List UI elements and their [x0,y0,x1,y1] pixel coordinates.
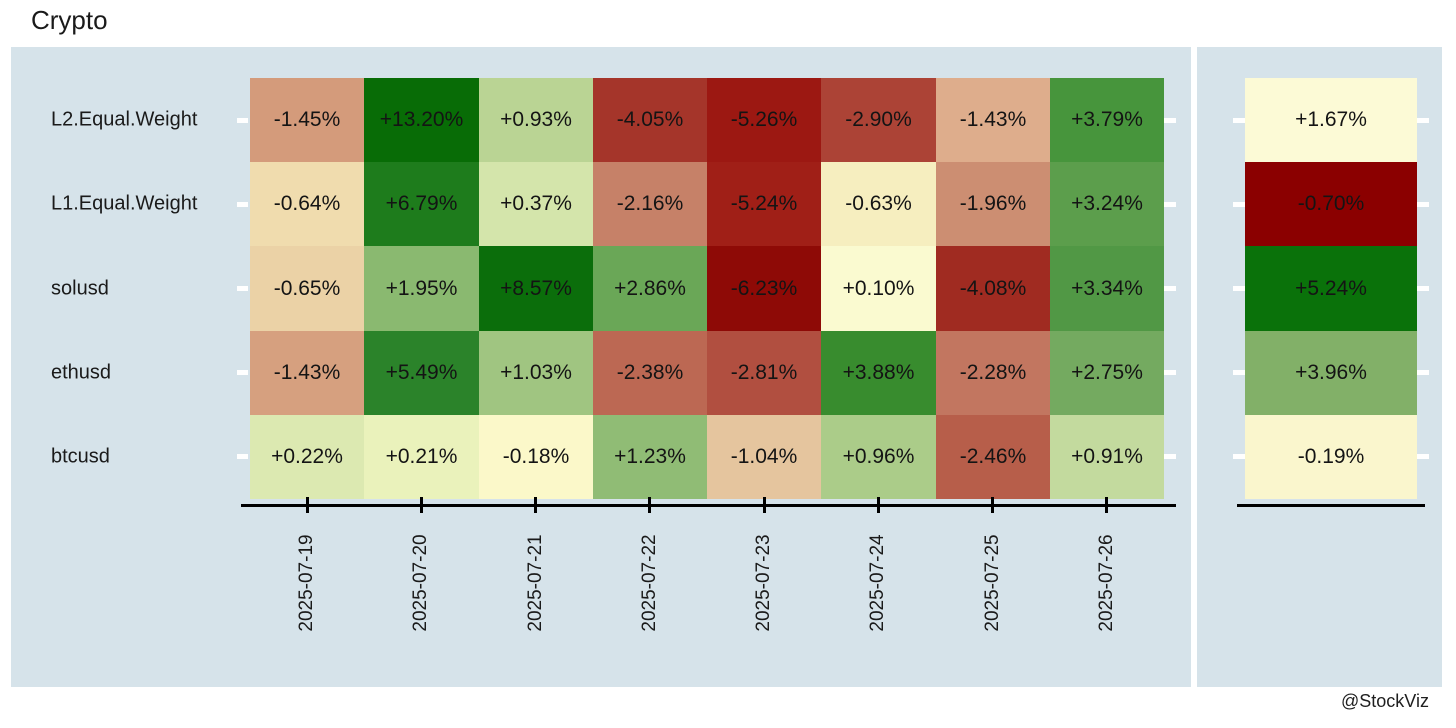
x-tick-mark [876,497,880,513]
y-tick-mark [237,454,248,460]
y-tick-mark [1233,370,1245,376]
heatmap-cell: -6.23% [707,246,821,331]
y-tick-mark [1164,370,1176,376]
x-tick-mark [305,497,309,513]
heatmap-cell: -2.81% [707,331,821,415]
heatmap-cell: +2.86% [593,246,707,331]
x-axis-label: 2025-07-21 [524,534,546,632]
y-tick-mark [1164,117,1176,123]
heatmap-cell: +6.79% [364,162,479,246]
y-tick-mark [1233,201,1245,207]
summary-cell: -0.19% [1245,415,1417,499]
heatmap-cell: +0.10% [821,246,936,331]
heatmap-cell: -4.08% [936,246,1050,331]
summary-axis-line [1237,504,1425,507]
x-axis-line [241,504,1176,507]
heatmap-cell: +3.88% [821,331,936,415]
summary-cell: +5.24% [1245,246,1417,331]
heatmap-cell: +0.93% [479,78,593,162]
summary-cell: +3.96% [1245,331,1417,415]
x-tick-mark [1105,497,1109,513]
y-tick-mark [1164,286,1176,291]
y-tick-mark [1417,370,1429,376]
heatmap-cell: -2.28% [936,331,1050,415]
x-tick-mark [419,497,423,513]
heatmap-cell: +5.49% [364,331,479,415]
heatmap-cell: +3.24% [1050,162,1164,246]
heatmap-cell: +1.95% [364,246,479,331]
y-tick-mark [1417,117,1429,123]
x-axis-label: 2025-07-23 [753,534,775,632]
y-tick-mark [237,117,248,123]
row-label: solusd [51,277,109,299]
heatmap-cell: -1.43% [936,78,1050,162]
heatmap-cell: -1.45% [250,78,364,162]
heatmap-cell: +3.79% [1050,78,1164,162]
credit-label: @StockViz [1341,691,1429,711]
heatmap-cell: +2.75% [1050,331,1164,415]
y-tick-mark [1417,201,1429,207]
x-tick-mark [991,497,995,513]
heatmap-cell: -2.90% [821,78,936,162]
heatmap-cell: -2.46% [936,415,1050,499]
heatmap-cell: -0.18% [479,415,593,499]
heatmap-cell: +8.57% [479,246,593,331]
y-tick-mark [1233,286,1245,291]
heatmap-cell: -0.65% [250,246,364,331]
row-label: ethusd [51,361,112,384]
y-tick-mark [1417,286,1429,291]
y-tick-mark [237,201,248,207]
heatmap-cell: -0.63% [821,162,936,246]
heatmap-cell: -2.38% [593,331,707,415]
row-label: L1.Equal.Weight [51,192,198,215]
summary-cell: -0.70% [1245,162,1417,246]
heatmap-cell: +0.96% [821,415,936,499]
x-tick-mark [648,497,652,513]
x-tick-mark [762,497,766,513]
y-tick-mark [1233,454,1245,460]
row-label: btcusd [51,445,110,468]
heatmap-cell: +0.37% [479,162,593,246]
x-axis-label: 2025-07-24 [867,534,889,632]
heatmap-cell: -5.26% [707,78,821,162]
heatmap-cell: -0.64% [250,162,364,246]
heatmap-cell: +0.91% [1050,415,1164,499]
row-label: L2.Equal.Weight [51,108,198,131]
heatmap-cell: +3.34% [1050,246,1164,331]
heatmap-cell: +0.21% [364,415,479,499]
y-tick-mark [1417,454,1429,460]
x-axis-label: 2025-07-20 [410,534,432,632]
x-axis-label: 2025-07-26 [1095,534,1117,632]
heatmap-cell: -4.05% [593,78,707,162]
heatmap-cell: -5.24% [707,162,821,246]
y-tick-mark [237,286,248,291]
summary-cell: +1.67% [1245,78,1417,162]
chart-title: Crypto [31,5,108,35]
heatmap-cell: +1.23% [593,415,707,499]
heatmap-cell: +1.03% [479,331,593,415]
x-tick-mark [534,497,538,513]
heatmap-cell: -1.43% [250,331,364,415]
y-tick-mark [1164,201,1176,207]
y-tick-mark [1164,454,1176,460]
y-tick-mark [237,370,248,376]
x-axis-label: 2025-07-19 [296,534,318,632]
heatmap-cell: -2.16% [593,162,707,246]
heatmap-cell: -1.96% [936,162,1050,246]
x-axis-label: 2025-07-25 [981,534,1003,632]
heatmap-cell: +0.22% [250,415,364,499]
heatmap-cell: +13.20% [364,78,479,162]
y-tick-mark [1233,117,1245,123]
heatmap-cell: -1.04% [707,415,821,499]
x-axis-label: 2025-07-22 [638,534,660,632]
